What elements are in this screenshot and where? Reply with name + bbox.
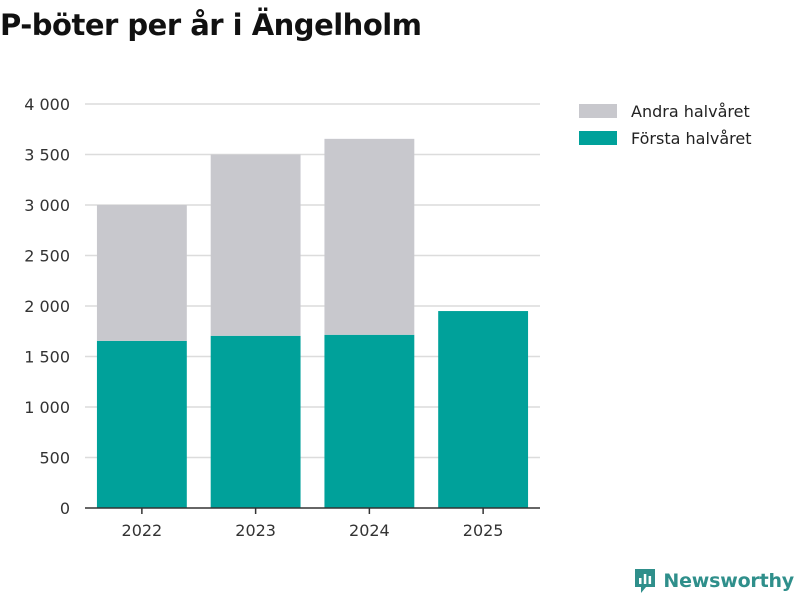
x-tick-label: 2023 xyxy=(235,521,276,540)
brand-logo: Newsworthy xyxy=(633,567,794,595)
bar-segment-andra-halvaret xyxy=(210,154,301,336)
y-tick-label: 500 xyxy=(39,449,70,468)
chart-title: P-böter per år i Ängelholm xyxy=(0,8,422,42)
legend-label: Första halvåret xyxy=(631,129,752,148)
bar-segment-forsta-halvaret xyxy=(210,335,301,508)
y-axis: 0 500 1 000 1 500 2 000 2 500 3 000 3 500 4 000 xyxy=(24,95,70,518)
legend-label: Andra halvåret xyxy=(631,102,750,121)
bar-segment-forsta-halvaret xyxy=(438,311,529,508)
bar-segment-forsta-halvaret xyxy=(96,340,187,508)
bar-segment-forsta-halvaret xyxy=(324,334,415,508)
bar-segment-andra-halvaret xyxy=(324,138,415,335)
y-tick-label: 1 000 xyxy=(24,398,70,417)
y-tick-label: 4 000 xyxy=(24,95,70,114)
legend: Andra halvåret Första halvåret xyxy=(579,102,752,148)
y-tick-label: 0 xyxy=(60,499,70,518)
y-tick-label: 3 000 xyxy=(24,196,70,215)
legend-swatch xyxy=(579,104,617,118)
bar-segment-andra-halvaret xyxy=(96,205,187,341)
legend-swatch xyxy=(579,131,617,145)
x-tick-label: 2024 xyxy=(349,521,390,540)
y-tick-label: 1 500 xyxy=(24,348,70,367)
brand-name: Newsworthy xyxy=(663,570,794,592)
y-tick-label: 3 500 xyxy=(24,146,70,165)
y-tick-label: 2 000 xyxy=(24,297,70,316)
bars xyxy=(96,138,529,508)
x-tick-label: 2025 xyxy=(463,521,504,540)
newsworthy-logo-icon xyxy=(635,569,656,593)
y-tick-label: 2 500 xyxy=(24,247,70,266)
x-axis: 2022 2023 2024 2025 xyxy=(85,507,540,540)
x-tick-label: 2022 xyxy=(122,521,163,540)
